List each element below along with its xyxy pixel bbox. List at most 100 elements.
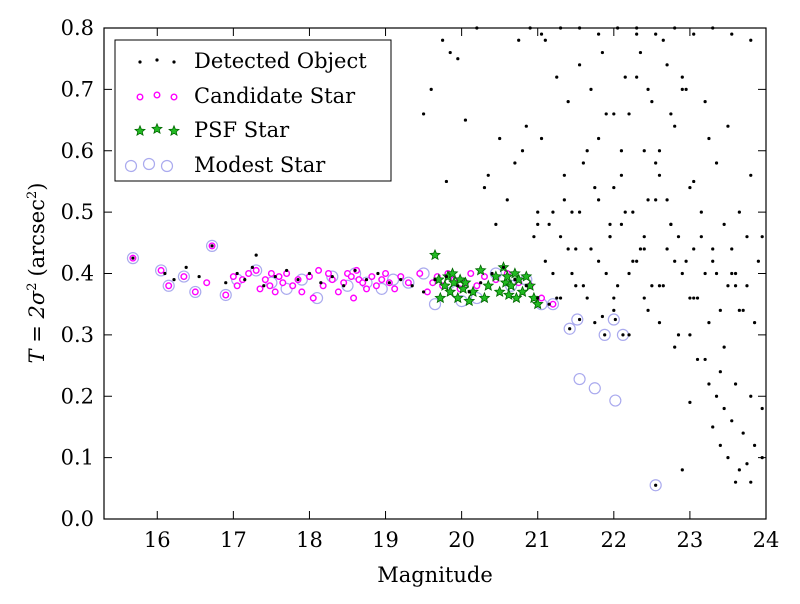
detected-object-point — [665, 198, 669, 202]
detected-object-point — [555, 296, 559, 300]
detected-object-point — [749, 38, 753, 42]
detected-object-point — [623, 210, 627, 214]
detected-object-point — [680, 87, 684, 91]
detected-object-point — [551, 271, 555, 276]
x-tick-label: 23 — [677, 528, 704, 552]
axis-ticks: 16 17 18 19 20 21 22 23 24 0.0 0.1 0.2 0.3 0.4 0.5 0.6 0… — [61, 16, 780, 552]
detected-object-point — [621, 333, 625, 337]
detected-object-point — [737, 468, 741, 472]
detected-object-point — [463, 118, 468, 122]
detected-object-point — [730, 32, 734, 36]
psf-star-point — [493, 285, 506, 297]
psf-star-point — [510, 291, 523, 304]
detected-object-point — [543, 259, 547, 263]
detected-object-point — [631, 210, 635, 214]
psf-star-point — [516, 285, 529, 297]
detected-object-point — [410, 284, 414, 288]
x-tick-label: 21 — [524, 528, 551, 552]
detected-object-point — [733, 271, 738, 276]
detected-object-point — [718, 370, 722, 374]
psf-star-point — [432, 273, 445, 285]
detected-object-point — [711, 247, 715, 251]
detected-object-point — [661, 38, 665, 42]
detected-object-point — [250, 265, 254, 269]
detected-object-point — [760, 406, 764, 411]
candidate-star-point — [245, 270, 253, 278]
psf-star-point — [457, 282, 470, 294]
detected-object-point — [254, 253, 258, 257]
detected-object-point — [635, 75, 639, 79]
detected-object-point — [536, 296, 540, 300]
detected-object-point — [536, 222, 540, 226]
detected-object-point — [718, 443, 722, 447]
candidate-star-point — [267, 270, 275, 278]
detected-object-point — [603, 333, 607, 337]
detected-object-point — [524, 124, 528, 128]
candidate-star-point — [480, 273, 488, 281]
detected-object-point — [421, 112, 426, 116]
detected-object-point — [707, 136, 711, 141]
detected-object-point — [273, 274, 277, 279]
detected-object-point — [619, 222, 624, 226]
x-tick-label: 17 — [220, 528, 247, 552]
detected-object-point — [505, 198, 509, 202]
detected-object-point — [547, 302, 551, 306]
detected-object-point — [676, 333, 681, 337]
psf-star-point — [502, 288, 515, 301]
detected-object-point — [726, 284, 730, 288]
modest-star-point — [341, 279, 354, 292]
detected-object-point — [486, 173, 490, 177]
candidate-star-point — [416, 270, 424, 278]
detected-object-point — [730, 419, 734, 423]
psf-star-point — [478, 291, 491, 304]
detected-object-point — [570, 210, 574, 214]
detected-object-point — [539, 32, 544, 36]
modest-star-point — [126, 252, 140, 265]
x-tick-label: 20 — [448, 528, 475, 552]
modest-star-point — [250, 264, 263, 277]
detected-object-point — [577, 210, 582, 214]
detected-object-point — [703, 357, 707, 362]
y-tick-label: 0.5 — [61, 200, 94, 224]
detected-object-point — [692, 32, 696, 36]
candidate-star-point — [229, 273, 237, 281]
detected-object-point — [585, 149, 589, 153]
candidate-star-point — [157, 266, 165, 274]
detected-object-point — [517, 38, 521, 42]
legend-modest-marker — [124, 157, 174, 173]
detected-object-point — [745, 235, 749, 239]
psf-star-point — [482, 279, 495, 291]
detected-object-point — [680, 468, 684, 472]
modest-star-point — [588, 382, 601, 395]
detected-object-point — [581, 284, 585, 288]
detected-object-point — [131, 256, 135, 260]
legend-label-candidate: Candidate Star — [194, 84, 356, 108]
detected-object-point — [756, 259, 760, 263]
psf-star-point — [524, 279, 537, 291]
detected-object-point — [627, 333, 631, 337]
detected-object-point — [703, 100, 707, 104]
detected-object-point — [692, 296, 696, 300]
detected-object-point — [235, 271, 239, 276]
detected-object-point — [714, 394, 719, 398]
detected-object-point — [448, 50, 452, 55]
x-tick-label: 24 — [753, 528, 780, 552]
candidate-star-point — [203, 279, 211, 287]
detected-object-point — [600, 314, 605, 319]
x-tick-label: 16 — [144, 528, 171, 552]
detected-object-point — [730, 247, 734, 251]
detected-object-point — [692, 179, 696, 184]
detected-object-point — [364, 278, 369, 282]
detected-object-point — [547, 222, 551, 226]
detected-object-point — [566, 100, 570, 104]
candidate-star-point — [359, 279, 367, 287]
legend-entry-modest: Modest Star — [124, 153, 326, 177]
detected-object-point — [444, 274, 449, 279]
detected-object-point — [688, 296, 692, 300]
psf-star-point — [512, 273, 525, 285]
detected-object-point — [498, 136, 502, 141]
detected-object-point — [623, 75, 627, 79]
detected-object-point — [646, 308, 650, 312]
detected-object-point — [714, 161, 719, 165]
